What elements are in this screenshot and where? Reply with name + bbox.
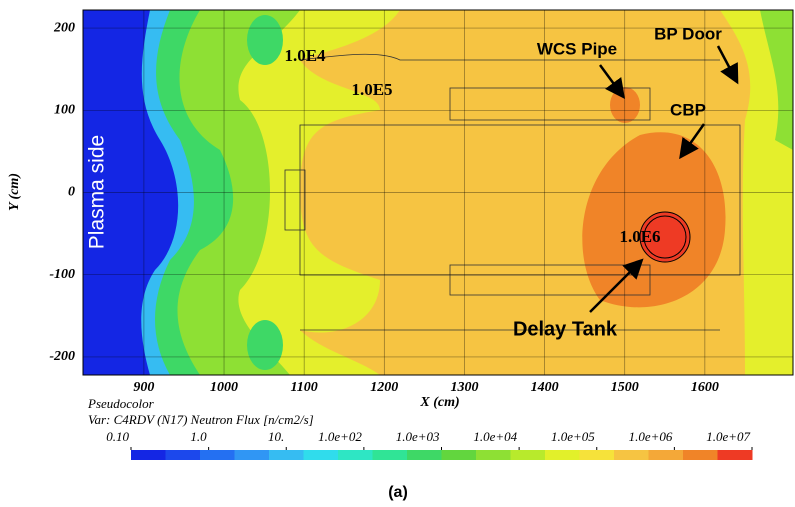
colorbar-tick-label: 1.0e+03 bbox=[396, 429, 440, 444]
colorbar-bin bbox=[511, 450, 546, 460]
colorbar-bin bbox=[614, 450, 649, 460]
colorbar-tick-label: 1.0e+02 bbox=[318, 429, 362, 444]
colorbar-tick-label: 1.0 bbox=[190, 429, 207, 444]
x-tick-label: 1400 bbox=[531, 380, 559, 395]
annotation: 1.0E6 bbox=[619, 227, 660, 246]
colorbar-bin bbox=[580, 450, 615, 460]
field-blob bbox=[247, 15, 283, 65]
colorbar-tick-label: 1.0e+06 bbox=[629, 429, 673, 444]
y-tick-label: -200 bbox=[49, 349, 75, 364]
colorbar-variable: Var: C4RDV (N17) Neutron Flux [n/cm2/s] bbox=[88, 412, 314, 427]
y-tick-label: 200 bbox=[53, 20, 75, 35]
x-tick-label: 1000 bbox=[210, 380, 238, 395]
colorbar-bin bbox=[269, 450, 304, 460]
x-tick-label: 900 bbox=[133, 380, 154, 395]
colorbar-bin bbox=[166, 450, 201, 460]
colorbar-bin bbox=[649, 450, 684, 460]
colorbar-title: Pseudocolor bbox=[87, 396, 155, 411]
colorbar-tick-label: 10. bbox=[268, 429, 284, 444]
colorbar-bin bbox=[545, 450, 580, 460]
colorbar-bin bbox=[476, 450, 511, 460]
colorbar-bin bbox=[131, 450, 166, 460]
y-axis-label: Y (cm) bbox=[7, 173, 22, 211]
x-tick-label: 1600 bbox=[691, 380, 719, 395]
annotation: Delay Tank bbox=[513, 318, 618, 340]
y-tick-label: -100 bbox=[49, 267, 75, 282]
colorbar-tick-label: 1.0e+07 bbox=[706, 429, 750, 444]
colorbar-tick-label: 1.0e+04 bbox=[473, 429, 517, 444]
y-tick-label: 0 bbox=[68, 185, 75, 200]
x-tick-label: 1200 bbox=[370, 380, 398, 395]
annotation: 1.0E5 bbox=[351, 80, 392, 99]
colorbar-bin bbox=[407, 450, 442, 460]
x-axis-label: X (cm) bbox=[419, 395, 459, 410]
colorbar-bin bbox=[338, 450, 373, 460]
colorbar-bin bbox=[442, 450, 477, 460]
colorbar-bin bbox=[683, 450, 718, 460]
caption: (a) bbox=[388, 484, 408, 501]
colorbar-bin bbox=[304, 450, 339, 460]
annotation: 1.0E4 bbox=[284, 46, 326, 65]
colorbar-bin bbox=[718, 450, 753, 460]
colorbar-tick-label: 1.0e+05 bbox=[551, 429, 595, 444]
annotation: CBP bbox=[670, 100, 706, 119]
field-blob bbox=[247, 320, 283, 370]
colorbar-tick-label: 0.10 bbox=[106, 429, 129, 444]
colorbar-bin bbox=[200, 450, 235, 460]
annotation: Plasma side bbox=[86, 135, 109, 249]
colorbar-bin bbox=[235, 450, 270, 460]
x-tick-label: 1500 bbox=[611, 380, 639, 395]
colorbar-bin bbox=[373, 450, 408, 460]
y-tick-label: 100 bbox=[54, 103, 75, 118]
x-tick-label: 1100 bbox=[291, 380, 318, 395]
annotation: BP Door bbox=[654, 24, 722, 43]
annotation: WCS Pipe bbox=[537, 39, 617, 58]
x-tick-label: 1300 bbox=[450, 380, 478, 395]
figure: X (cm) Y (cm) Pseudocolor Var: C4RDV (N1… bbox=[0, 0, 795, 507]
